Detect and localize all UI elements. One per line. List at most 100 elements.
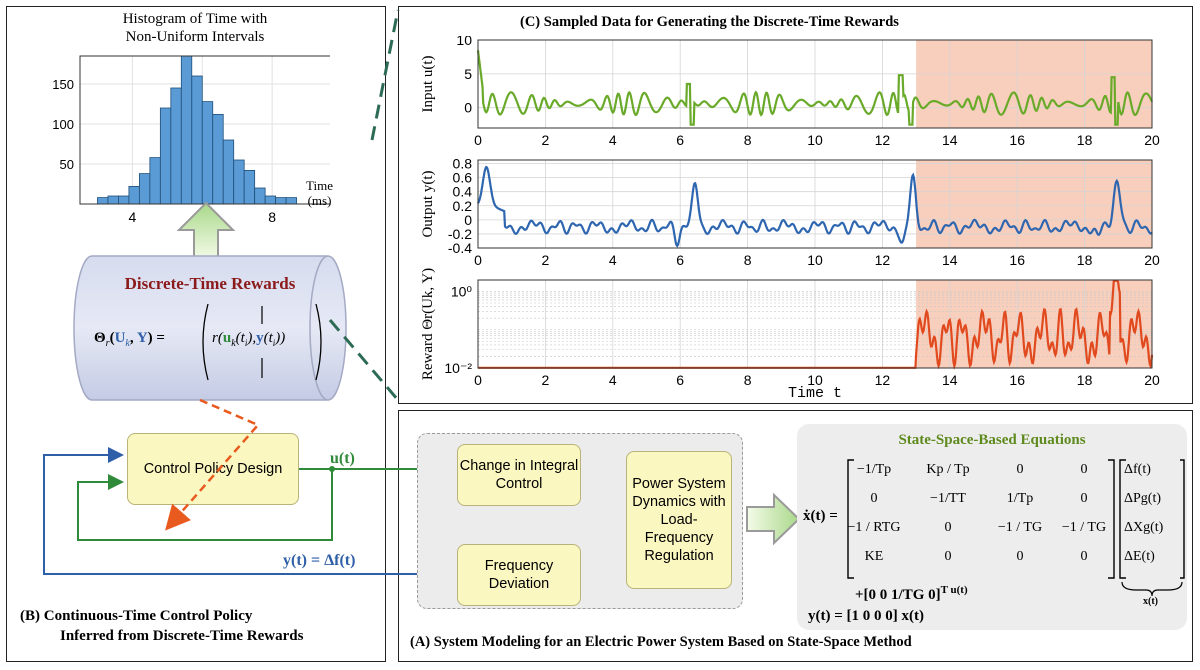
ytick-label: 0 xyxy=(464,100,472,116)
xtick-label: 4 xyxy=(609,372,617,388)
matrix-cell: 0 xyxy=(1080,462,1088,477)
ytick-label: 0.2 xyxy=(453,198,473,214)
matrix-cell: 0 xyxy=(944,520,952,535)
hist-bar xyxy=(138,173,151,205)
hist-bar xyxy=(118,195,130,205)
panel-a-title: (A) System Modeling for an Electric Powe… xyxy=(410,634,912,650)
xtick-label: 10 xyxy=(807,372,823,388)
xtick-label: 12 xyxy=(875,132,891,148)
hist-ytick: 150 xyxy=(52,77,74,92)
xtick-label: 6 xyxy=(676,132,684,148)
xtick-label: 18 xyxy=(1077,132,1093,148)
hist-bar xyxy=(97,197,109,205)
frequency-deviation-box[interactable]: Frequency Deviation xyxy=(457,544,581,606)
chart-frame xyxy=(477,39,1153,129)
matrix-cell: −1 / TG xyxy=(1061,520,1107,535)
xtick-label: 20 xyxy=(1144,372,1160,388)
matrix-cell: −1/TT xyxy=(930,491,966,506)
xtick-label: 14 xyxy=(942,252,958,268)
ytick-label: 0 xyxy=(464,212,472,228)
matrix-cell: 0 xyxy=(870,491,878,506)
ytick-label: 5 xyxy=(464,66,472,82)
highlight-region xyxy=(916,40,1152,128)
xtick-label: 0 xyxy=(474,252,482,268)
output-series-line xyxy=(477,165,1153,248)
y-output-eq: y(t) = [1 0 0 0] x(t) xyxy=(808,608,925,624)
hist-bar xyxy=(149,157,161,205)
ytick-label: 10⁻² xyxy=(444,360,472,376)
xtick-label: 16 xyxy=(1009,252,1025,268)
state-vector-cell: ΔE(t) xyxy=(1124,549,1155,564)
integral-control-label: Change in Integral Control xyxy=(459,457,579,492)
xtick-label: 0 xyxy=(474,372,482,388)
xtick-label: 6 xyxy=(676,252,684,268)
state-space-panel xyxy=(797,424,1187,630)
xtick-label: 12 xyxy=(875,372,891,388)
state-space-title: State-Space-Based Equations xyxy=(898,432,1086,448)
control-policy-box[interactable]: Control Policy Design xyxy=(127,433,299,505)
ytick-label: -0.2 xyxy=(448,226,472,242)
ytick-label: 10⁰ xyxy=(451,283,473,299)
hist-bar xyxy=(159,107,172,205)
matrix-cell: 0 xyxy=(1080,549,1088,564)
state-brace-label: x(t) xyxy=(1143,596,1158,607)
histogram-xlabel-line1: Time xyxy=(306,178,333,193)
matrix-brackets xyxy=(847,459,1185,597)
xtick-label: 4 xyxy=(609,252,617,268)
xtick-label: 20 xyxy=(1144,252,1160,268)
matrix-cell: 1/Tp xyxy=(1006,491,1034,506)
u-label: u(t) xyxy=(330,450,355,468)
ytick-label: 10 xyxy=(456,36,472,48)
hist-bar xyxy=(275,197,287,205)
xtick-label: 2 xyxy=(542,252,550,268)
matrix-cell: 0 xyxy=(1080,491,1088,506)
hist-ytick: 50 xyxy=(60,157,74,172)
panel-c-border xyxy=(398,6,1193,404)
hist-bar xyxy=(170,87,182,205)
hist-ytick: 100 xyxy=(52,117,74,132)
matrix-cell: KE xyxy=(864,549,884,564)
panel-b-title-line2: Inferred from Discrete-Time Rewards xyxy=(60,628,304,644)
matrix-cell: 0 xyxy=(1016,462,1024,477)
xdot-label: ẋ(t) = xyxy=(803,508,838,524)
hist-bar xyxy=(107,195,119,205)
panel-c-title: (C) Sampled Data for Generating the Disc… xyxy=(520,14,899,30)
matrix-cell: 0 xyxy=(944,549,952,564)
xtick-label: 0 xyxy=(474,132,482,148)
panel-b-title-line1: (B) Continuous-Time Control Policy xyxy=(20,608,253,624)
xtick-label: 2 xyxy=(542,132,550,148)
hist-bar xyxy=(222,139,235,205)
histogram-title-line1: Histogram of Time with xyxy=(122,11,268,27)
rewards-title: Discrete-Time Rewards xyxy=(124,274,296,293)
panel-b-title: (B) Continuous-Time Control Policy Infer… xyxy=(20,606,303,646)
state-vector-cell: ΔXg(t) xyxy=(1124,520,1164,535)
matrix-cell: 0 xyxy=(1016,549,1024,564)
hist-frame xyxy=(79,55,330,205)
ylabel: Input u(t) xyxy=(420,55,436,112)
u-label-text: u(t) xyxy=(330,450,355,467)
state-vector: Δf(t) ΔPg(t) ΔXg(t) ΔE(t) xyxy=(1124,462,1184,578)
rewards-eq-theta: Θ xyxy=(94,330,106,346)
xtick-label: 8 xyxy=(744,372,752,388)
frequency-deviation-label: Frequency Deviation xyxy=(484,557,554,592)
y-label: y(t) = Δf(t) xyxy=(283,552,355,570)
ytick-label: -0.4 xyxy=(448,240,472,256)
state-vector-cell: ΔPg(t) xyxy=(1124,491,1162,506)
xtick-label: 16 xyxy=(1009,372,1025,388)
xlabel: Time t xyxy=(788,385,842,401)
power-system-box[interactable]: Power System Dynamics with Load-Frequenc… xyxy=(626,451,732,589)
hist-bar xyxy=(212,114,224,205)
xtick-label: 18 xyxy=(1077,372,1093,388)
b-row-eq: +[0 0 1/TG 0]T u(t) xyxy=(855,584,968,604)
rewards-eq-rhs: r(uk(ti),y(ti)) xyxy=(212,330,286,349)
integral-control-box[interactable]: Change in Integral Control xyxy=(457,444,581,506)
hist-bar xyxy=(254,187,266,205)
matrix-cell: −1 / TG xyxy=(997,520,1043,535)
xtick-label: 16 xyxy=(1009,132,1025,148)
up-arrow-icon xyxy=(176,201,236,260)
b-row-text: +[0 0 1/TG 0] xyxy=(855,587,941,603)
right-arrow-icon xyxy=(746,492,801,546)
y-label-text: y(t) = Δf(t) xyxy=(283,552,356,569)
rewards-eq-paren xyxy=(202,303,322,381)
matrix-cell: −1/Tp xyxy=(856,462,892,477)
